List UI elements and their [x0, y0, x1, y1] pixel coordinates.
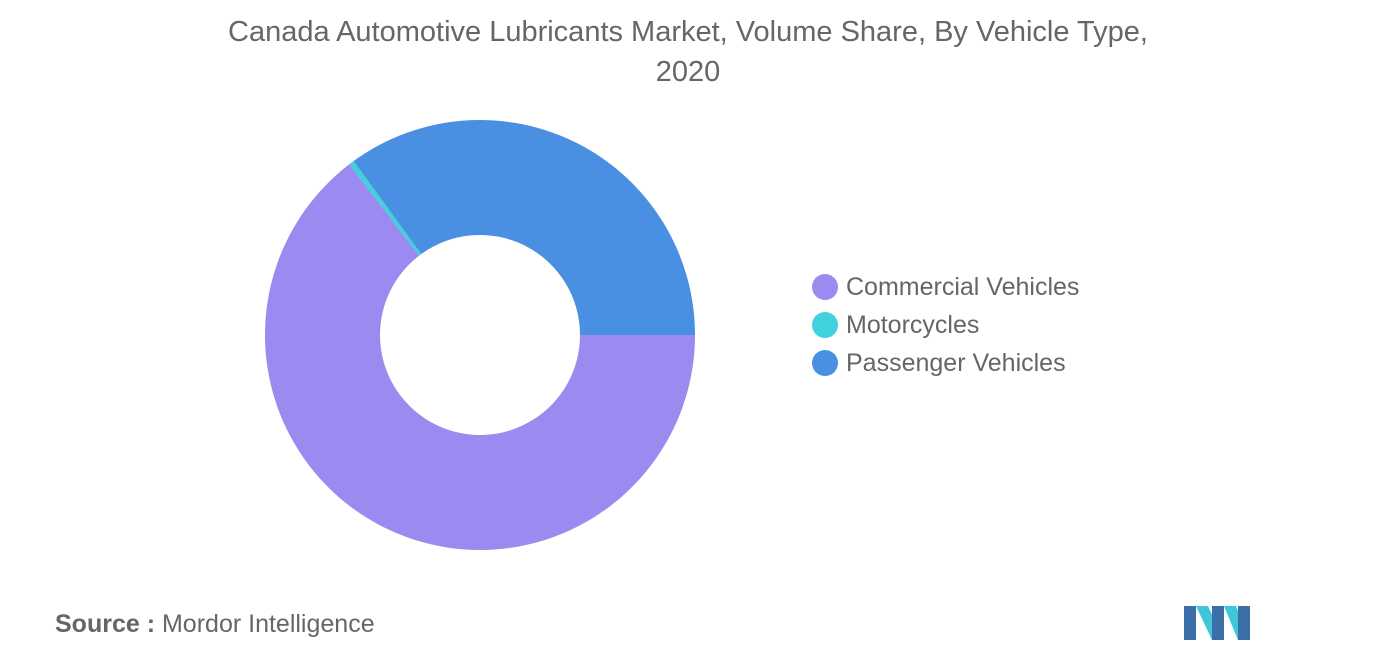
legend-label: Motorcycles [846, 310, 980, 339]
legend-swatch [812, 350, 838, 376]
slice-commercial-vehicles [264, 164, 695, 551]
chart-title-line-1: Canada Automotive Lubricants Market, Vol… [228, 16, 1148, 48]
chart-title: Canada Automotive Lubricants Market, Vol… [0, 12, 1376, 92]
slice-passenger-vehicles [353, 120, 695, 335]
legend-item-commercial-vehicles: Commercial Vehicles [812, 268, 1079, 306]
source-note: Source : Mordor Intelligence [55, 610, 375, 639]
chart-title-line-2: 2020 [655, 56, 721, 88]
donut-slices [264, 120, 695, 551]
legend-swatch [812, 274, 838, 300]
legend-swatch [812, 312, 838, 338]
source-value: Mordor Intelligence [161, 610, 375, 638]
legend-label: Passenger Vehicles [846, 348, 1066, 377]
legend-label: Commercial Vehicles [846, 272, 1080, 301]
chart-legend: Commercial Vehicles Motorcycles Passenge… [812, 268, 1079, 382]
mordor-intelligence-logo-icon [1184, 606, 1250, 640]
legend-item-motorcycles: Motorcycles [812, 306, 1079, 344]
legend-item-passenger-vehicles: Passenger Vehicles [812, 344, 1079, 382]
source-key: Source : [55, 610, 156, 638]
slice-motorcycles [349, 161, 422, 256]
